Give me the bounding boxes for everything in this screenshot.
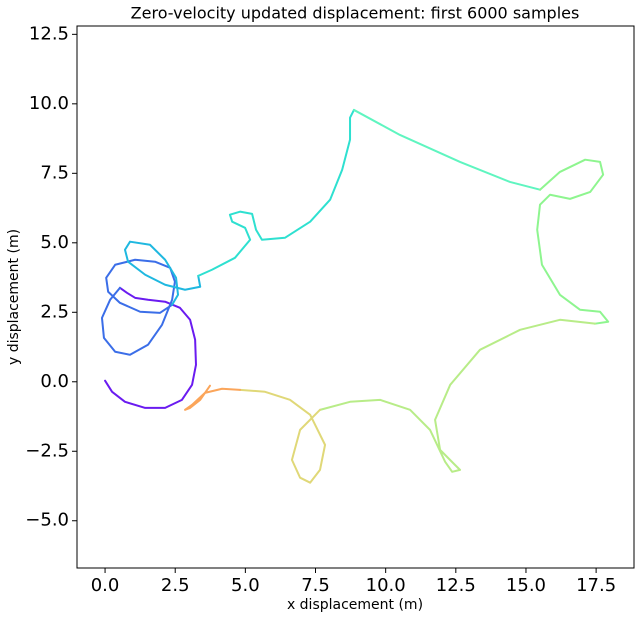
- x-tick-label: 10.0: [366, 575, 406, 596]
- trajectory-line: [239, 388, 327, 484]
- y-tick-label: 0.0: [40, 371, 69, 392]
- y-tick-label: 10.0: [29, 93, 69, 114]
- trajectory-line: [123, 240, 202, 306]
- x-tick-label: 2.5: [161, 575, 190, 596]
- trajectory-line: [352, 108, 541, 191]
- y-axis-label: y displacement (m): [6, 229, 22, 365]
- y-tick-label: 5.0: [40, 232, 69, 253]
- trajectory-line: [319, 318, 596, 473]
- trajectory-line: [184, 384, 242, 411]
- y-tick-label: 2.5: [40, 301, 69, 322]
- plot-frame: [76, 25, 635, 569]
- y-tick-label: −5.0: [25, 510, 69, 531]
- trajectory-line: [197, 108, 355, 277]
- chart-title: Zero-velocity updated displacement: firs…: [131, 4, 580, 23]
- x-axis-label: x displacement (m): [287, 597, 423, 613]
- y-tick-label: 7.5: [40, 162, 69, 183]
- x-tick-label: 5.0: [231, 575, 260, 596]
- x-tick-label: 7.5: [301, 575, 330, 596]
- trajectory-line: [536, 158, 610, 325]
- trajectory-line: [100, 258, 176, 356]
- x-tick-label: 12.5: [436, 575, 476, 596]
- x-tick-label: 15.0: [506, 575, 546, 596]
- trajectory-line: [104, 286, 197, 409]
- x-tick-label: 17.5: [576, 575, 616, 596]
- y-tick-label: −2.5: [25, 440, 69, 461]
- y-tick-label: 12.5: [29, 23, 69, 44]
- x-tick-label: 0.0: [91, 575, 120, 596]
